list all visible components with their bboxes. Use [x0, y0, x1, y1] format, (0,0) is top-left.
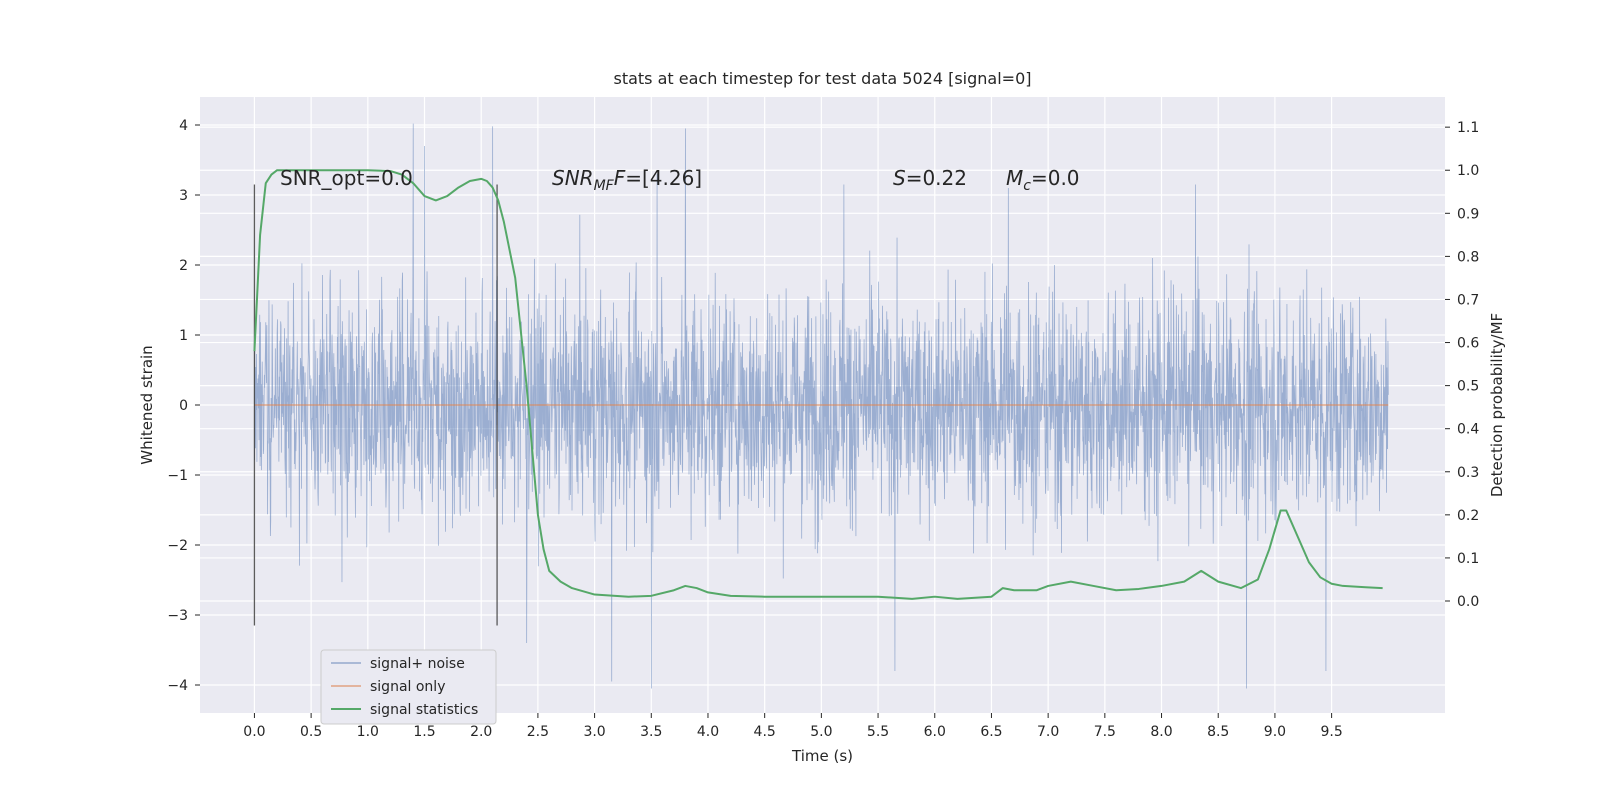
x-tick-label: 6.0	[924, 724, 946, 740]
signal-statistics-line	[253, 169, 1383, 600]
annotation-snr-opt: SNR_opt=0.0	[280, 166, 413, 190]
x-tick-label: 7.5	[1094, 724, 1116, 740]
y-axis-label: Whitened strain	[138, 345, 156, 464]
x-tick-label: 4.5	[754, 724, 776, 740]
y-tick-label: −1	[167, 468, 188, 484]
y2-tick-label: 0.2	[1457, 508, 1479, 524]
y2-tick-label: 0.9	[1457, 206, 1479, 222]
y2-tick-label: 0.8	[1457, 249, 1479, 265]
legend-label-signal-noise: signal+ noise	[370, 656, 465, 672]
y2-tick-label: 0.3	[1457, 465, 1479, 481]
y2-tick-label: 0.7	[1457, 292, 1479, 308]
annotation-mc: Mc=0.0	[1006, 166, 1080, 194]
x-tick-label: 7.0	[1037, 724, 1059, 740]
y2-tick-label: 0.0	[1457, 594, 1479, 610]
y-tick-label: 0	[179, 398, 188, 414]
y-tick-label: 2	[179, 258, 188, 274]
x-tick-label: 6.5	[980, 724, 1002, 740]
x-tick-label: 5.5	[867, 724, 889, 740]
x-tick-label: 5.0	[810, 724, 832, 740]
x-tick-label: 2.5	[527, 724, 549, 740]
y2-axis-label: Detection probability/MF	[1488, 313, 1506, 497]
legend-label-signal-statistics: signal statistics	[370, 702, 478, 718]
x-tick-label: 9.0	[1264, 724, 1286, 740]
series-signal-noise	[254, 123, 1389, 689]
x-tick-label: 1.0	[357, 724, 379, 740]
y-tick-label: 3	[179, 188, 188, 204]
y-axis-right-ticks: 1.1 1.0 0.9 0.8 0.7 0.6 0.5 0.4 0.3 0.2 0.1 0.0	[1445, 120, 1479, 610]
y2-tick-label: 0.1	[1457, 551, 1479, 567]
x-tick-label: 4.0	[697, 724, 719, 740]
y2-tick-label: 0.6	[1457, 336, 1479, 352]
x-tick-label: 0.5	[300, 724, 322, 740]
x-axis-label: Time (s)	[791, 747, 853, 765]
y-axis-left-ticks: 4 3 2 1 0 −1 −2 −3 −4	[167, 118, 200, 694]
x-tick-label: 3.0	[583, 724, 605, 740]
chart-title: stats at each timestep for test data 502…	[613, 69, 1031, 88]
vertical-markers	[253, 184, 498, 626]
y-tick-label: 1	[179, 328, 188, 344]
y-tick-label: −4	[167, 678, 188, 694]
y2-tick-label: 0.4	[1457, 422, 1479, 438]
legend-label-signal-only: signal only	[370, 679, 445, 695]
x-tick-label: 8.5	[1207, 724, 1229, 740]
y-tick-label: −3	[167, 608, 188, 624]
y2-tick-label: 0.5	[1457, 379, 1479, 395]
y-tick-label: −2	[167, 538, 188, 554]
annotation-s: S=0.22	[893, 166, 967, 190]
x-tick-label: 0.0	[243, 724, 265, 740]
legend-frame	[320, 649, 497, 725]
legend: signal+ noise signal only signal statist…	[320, 649, 497, 725]
x-tick-label: 1.5	[413, 724, 435, 740]
series-signal-statistics	[253, 169, 1383, 600]
x-axis-ticks: 0.0 0.5 1.0 1.5 2.0 2.5 3.0 3.5 4.0 4.5 5.0 5.5 6.0 6…	[243, 713, 1343, 740]
y2-tick-label: 1.1	[1457, 120, 1479, 136]
y2-tick-label: 1.0	[1457, 163, 1479, 179]
x-tick-label: 9.5	[1320, 724, 1342, 740]
annotation-snr-mf: SNRMFF=[4.26]	[552, 166, 702, 194]
x-tick-label: 8.0	[1150, 724, 1172, 740]
y-tick-label: 4	[179, 118, 188, 134]
signal-noise-line	[254, 123, 1389, 689]
x-tick-label: 2.0	[470, 724, 492, 740]
x-tick-label: 3.5	[640, 724, 662, 740]
